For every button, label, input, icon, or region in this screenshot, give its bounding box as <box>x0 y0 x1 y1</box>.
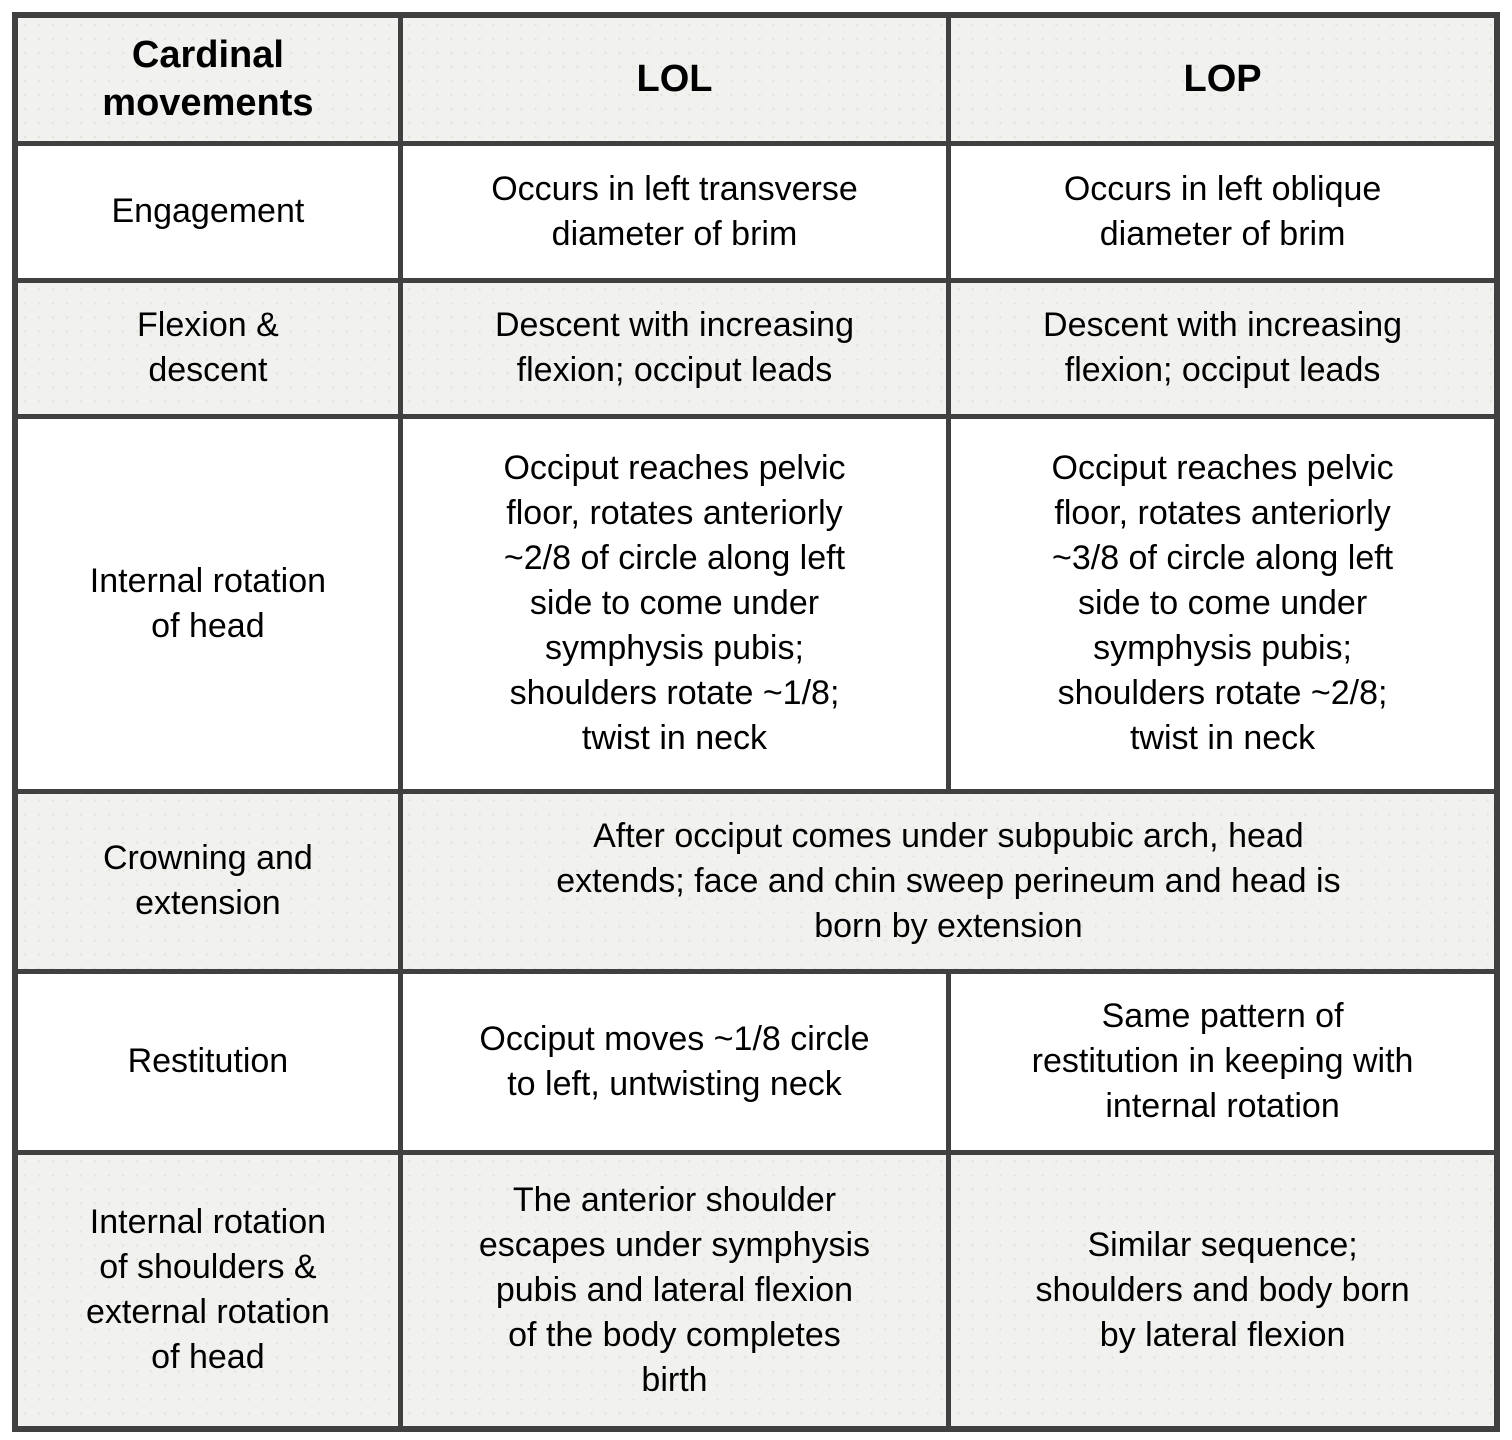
cell-crowning-merged: After occiput comes under subpubic arch,… <box>397 788 1500 974</box>
header-lol: LOL <box>397 12 952 146</box>
cell-restitution-label: Restitution <box>12 968 403 1155</box>
row-crowning-extension: Crowning and extension After occiput com… <box>12 788 1500 974</box>
cell-restitution-lop: Same pattern of restitution in keeping w… <box>946 968 1500 1155</box>
cell-flexion-lol: Descent with increasing flexion; occiput… <box>397 277 952 419</box>
header-row: Cardinal movements LOL LOP <box>12 12 1500 146</box>
cell-shoulders-label: Internal rotation of shoulders & externa… <box>12 1149 403 1432</box>
row-internal-rotation-head: Internal rotation of head Occiput reache… <box>12 413 1500 794</box>
row-restitution: Restitution Occiput moves ~1/8 circle to… <box>12 968 1500 1155</box>
row-engagement: Engagement Occurs in left transverse dia… <box>12 140 1500 283</box>
row-internal-rotation-shoulders: Internal rotation of shoulders & externa… <box>12 1149 1500 1432</box>
cell-internal-head-lol: Occiput reaches pelvic floor, rotates an… <box>397 413 952 794</box>
cell-shoulders-lop: Similar sequence; shoulders and body bor… <box>946 1149 1500 1432</box>
cell-flexion-lop: Descent with increasing flexion; occiput… <box>946 277 1500 419</box>
header-lop: LOP <box>946 12 1500 146</box>
cell-flexion-label: Flexion & descent <box>12 277 403 419</box>
cell-restitution-lol: Occiput moves ~1/8 circle to left, untwi… <box>397 968 952 1155</box>
cardinal-movements-table: Cardinal movements LOL LOP Engagement Oc… <box>12 12 1500 1432</box>
cell-shoulders-lol: The anterior shoulder escapes under symp… <box>397 1149 952 1432</box>
cell-internal-head-lop: Occiput reaches pelvic floor, rotates an… <box>946 413 1500 794</box>
cell-internal-head-label: Internal rotation of head <box>12 413 403 794</box>
cell-engagement-lol: Occurs in left transverse diameter of br… <box>397 140 952 283</box>
cell-engagement-label: Engagement <box>12 140 403 283</box>
row-flexion-descent: Flexion & descent Descent with increasin… <box>12 277 1500 419</box>
cell-engagement-lop: Occurs in left oblique diameter of brim <box>946 140 1500 283</box>
cell-crowning-label: Crowning and extension <box>12 788 403 974</box>
header-cardinal-movements: Cardinal movements <box>12 12 403 146</box>
